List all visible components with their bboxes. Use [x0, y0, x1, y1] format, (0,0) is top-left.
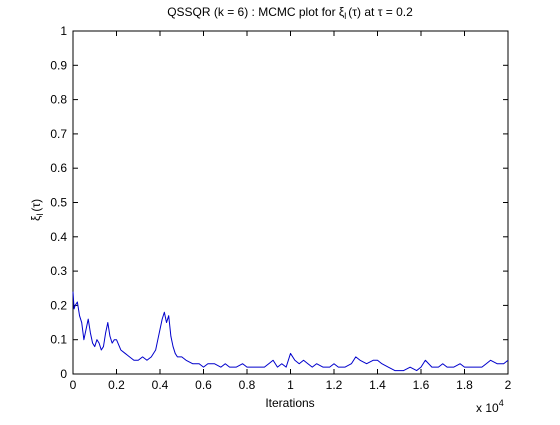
chart-title: QSSQR (k = 6) : MCMC plot for ξl (τ) at τ…	[167, 5, 413, 21]
y-tick-label: 0.6	[50, 161, 67, 175]
y-tick-label: 0.4	[50, 230, 67, 244]
series-group	[72, 291, 509, 372]
y-tick-label: 1	[60, 24, 67, 38]
x-axis-label: Iterations	[265, 396, 314, 410]
title-xi: ξ	[339, 5, 345, 19]
x-tick-label: 1.6	[413, 378, 430, 392]
x-tick-label: 0	[70, 378, 77, 392]
y-tick-label: 0	[60, 367, 67, 381]
plot-area	[72, 30, 509, 375]
x-tick-label: 2	[505, 378, 512, 392]
x-axis-ticks: 0 0.2 0.4 0.6 0.8 1 1.2 1.4 1.6 1.8 2	[70, 31, 512, 392]
x-tick-label: 1	[287, 378, 294, 392]
y-tick-label: 0.2	[50, 298, 67, 312]
title-prefix: QSSQR (k = 6) : MCMC plot for	[167, 5, 339, 19]
x-tick-label: 0.6	[195, 378, 212, 392]
x-tick-label: 0.2	[108, 378, 125, 392]
y-tick-label: 0.8	[50, 93, 67, 107]
title-rest: (τ) at τ = 0.2	[348, 5, 413, 19]
y-tick-label: 0.9	[50, 58, 67, 72]
x-exponent-power: 4	[499, 398, 504, 408]
x-tick-label: 1.2	[326, 378, 343, 392]
ylabel-rest: (τ)	[29, 199, 43, 212]
y-tick-label: 0.7	[50, 127, 67, 141]
x-tick-label: 0.8	[239, 378, 256, 392]
x-tick-label: 0.4	[152, 378, 169, 392]
y-axis-ticks: 0 0.1 0.2 0.3 0.4 0.5 0.6 0.7 0.8 0.9 1	[50, 24, 508, 381]
x-tick-label: 1.4	[369, 378, 386, 392]
x-exponent-label: x 104	[476, 398, 504, 415]
y-axis-label: ξl (τ)	[29, 199, 45, 221]
y-tick-label: 0.3	[50, 264, 67, 278]
ylabel-sub: l	[35, 214, 45, 216]
x-exponent-base: x 10	[476, 401, 499, 415]
x-tick-label: 1.8	[456, 378, 473, 392]
series-line-0	[72, 291, 509, 372]
ylabel-xi: ξ	[29, 215, 43, 221]
y-tick-label: 0.5	[50, 196, 67, 210]
title-xi-sub: l	[344, 11, 346, 21]
y-tick-label: 0.1	[50, 333, 67, 347]
